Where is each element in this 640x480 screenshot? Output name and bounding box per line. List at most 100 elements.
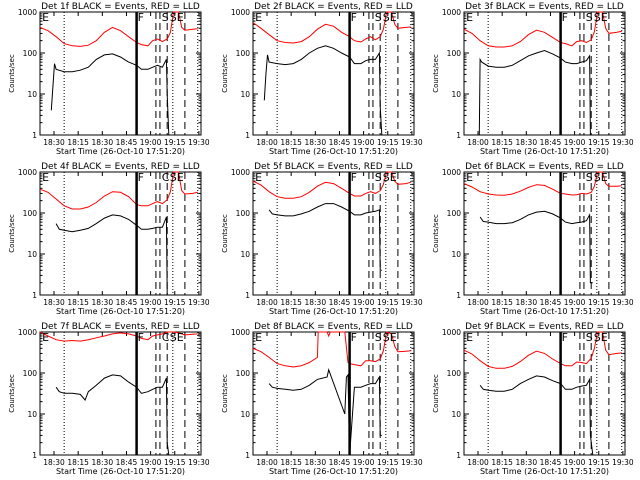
x-tick-label: 18:45 [329, 458, 351, 467]
x-tick-label: 19:00 [353, 298, 375, 307]
event-marker-label: S [162, 11, 169, 24]
x-tick-label: 18:45 [116, 458, 138, 467]
y-tick-label: 10 [451, 250, 461, 259]
x-tick-label: 18:15 [491, 458, 513, 467]
x-tick-label: 18:15 [280, 458, 302, 467]
x-axis-label: Start Time (26-Oct-10 17:51:20) [269, 467, 398, 476]
y-tick-label: 1000 [442, 328, 461, 337]
x-tick-label: 18:45 [540, 138, 562, 147]
x-tick-label: 18:30 [304, 298, 326, 307]
y-tick-label: 1 [456, 451, 461, 460]
plot-frame [463, 11, 626, 136]
events-series-line [479, 375, 594, 456]
event-marker-label: F [138, 11, 144, 24]
y-tick-label: 1000 [231, 168, 250, 177]
x-tick-label: 18:00 [467, 298, 489, 307]
y-tick-label: 100 [447, 209, 462, 218]
event-marker-label: S [375, 331, 382, 344]
y-tick-label: 10 [27, 410, 37, 419]
event-marker-label: S [375, 171, 382, 184]
x-tick-label: 18:15 [67, 298, 89, 307]
y-tick-label: 1 [456, 291, 461, 300]
x-tick-label: 18:45 [540, 458, 562, 467]
lld-series-line [463, 11, 622, 48]
event-marker-label: F [562, 331, 568, 344]
x-tick-label: 19:00 [140, 458, 162, 467]
panel-det-9: Det 9f BLACK = Events, RED = LLD 1 10 100 10… [432, 322, 634, 476]
x-tick-label: 18:15 [280, 298, 302, 307]
y-tick-label: 1000 [18, 168, 37, 177]
x-tick-label: 19:30 [188, 138, 210, 147]
plot-frame [252, 11, 415, 136]
event-marker-label: E [466, 331, 473, 344]
panel-det-3: Det 3f BLACK = Events, RED = LLD 1 10 100 10… [432, 2, 634, 156]
x-tick-label: 18:15 [67, 458, 89, 467]
x-tick-label: 18:15 [280, 138, 302, 147]
y-tick-label: 100 [23, 49, 38, 58]
lld-series-line [39, 171, 198, 210]
x-axis-label: Start Time (26-Oct-10 17:51:20) [269, 147, 398, 156]
y-axis-label: Counts/sec [8, 214, 16, 253]
y-tick-label: 1 [245, 291, 250, 300]
x-tick-label: 18:30 [91, 298, 113, 307]
x-tick-label: 18:15 [491, 138, 513, 147]
events-series-line [479, 210, 593, 284]
x-tick-label: 19:30 [401, 298, 423, 307]
y-tick-label: 100 [447, 49, 462, 58]
plot-frame [463, 331, 626, 456]
x-tick-label: 18:30 [304, 458, 326, 467]
events-series-line [55, 374, 170, 456]
y-axis-label: Counts/sec [8, 54, 16, 93]
event-marker-label: C [162, 171, 170, 184]
x-tick-label: 19:15 [164, 298, 186, 307]
x-tick-label: 19:00 [353, 458, 375, 467]
y-tick-label: 1 [32, 291, 37, 300]
x-tick-label: 19:30 [188, 458, 210, 467]
y-tick-label: 10 [451, 90, 461, 99]
lld-series-line [463, 171, 622, 196]
event-marker-label: S [586, 171, 593, 184]
y-tick-label: 100 [23, 209, 38, 218]
events-series-line [478, 49, 593, 136]
event-marker-label: SE [383, 331, 397, 344]
x-tick-label: 18:00 [467, 458, 489, 467]
event-marker-label: F [351, 171, 357, 184]
y-tick-label: 100 [447, 369, 462, 378]
event-marker-label: SE [383, 11, 397, 24]
x-tick-label: 19:15 [164, 138, 186, 147]
plot-frame [39, 171, 202, 296]
event-marker-label: E [42, 331, 49, 344]
y-tick-label: 1 [32, 131, 37, 140]
plot-frame [252, 171, 415, 296]
x-tick-label: 18:45 [329, 298, 351, 307]
y-axis-label: Counts/sec [221, 374, 229, 413]
plot-frame [39, 331, 202, 456]
x-axis-label: Start Time (26-Oct-10 17:51:20) [269, 307, 398, 316]
x-tick-label: 18:15 [491, 298, 513, 307]
x-axis-label: Start Time (26-Oct-10 17:51:20) [56, 147, 185, 156]
x-tick-label: 19:30 [401, 458, 423, 467]
event-marker-label: S [586, 11, 593, 24]
x-tick-label: 18:30 [515, 298, 537, 307]
y-tick-label: 100 [236, 209, 251, 218]
x-tick-label: 19:00 [140, 138, 162, 147]
panel-det-7: Det 7f BLACK = Events, RED = LLD 1 10 100 10… [8, 322, 210, 476]
event-marker-label: SE [594, 11, 608, 24]
y-axis-label: Counts/sec [432, 54, 440, 93]
x-tick-label: 19:00 [564, 458, 586, 467]
x-tick-label: 18:30 [43, 138, 65, 147]
event-marker-label: S [375, 11, 382, 24]
chart-title: Det 1f BLACK = Events, RED = LLD [41, 2, 200, 12]
lld-series-line [39, 11, 198, 47]
x-tick-label: 19:30 [612, 458, 634, 467]
panel-det-6: Det 6f BLACK = Events, RED = LLD 1 10 100 10… [432, 162, 634, 316]
chart-title: Det 8f BLACK = Events, RED = LLD [254, 322, 413, 332]
y-tick-label: 1000 [18, 328, 37, 337]
chart-title: Det 9f BLACK = Events, RED = LLD [465, 322, 624, 332]
y-tick-label: 10 [240, 410, 250, 419]
x-tick-label: 18:00 [256, 298, 278, 307]
x-tick-label: 18:45 [116, 298, 138, 307]
event-marker-label: E [42, 11, 49, 24]
y-axis-label: Counts/sec [221, 54, 229, 93]
